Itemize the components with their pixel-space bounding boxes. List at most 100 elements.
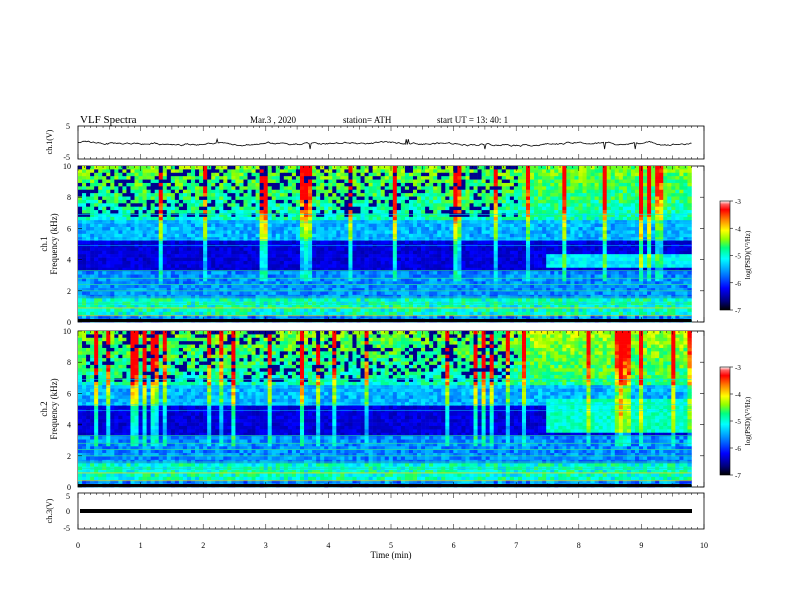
spectrogram-cell <box>138 240 143 245</box>
spectrogram-cell <box>429 233 434 238</box>
spectrogram-cell <box>316 179 321 184</box>
spectrogram-cell <box>291 271 297 275</box>
spectrogram-cell <box>150 254 155 258</box>
spectrogram-cell <box>340 179 345 184</box>
spectrogram-cell <box>223 250 228 255</box>
spectrogram-cell <box>182 223 188 228</box>
spectrogram-cell <box>207 176 212 180</box>
spectrogram-cell <box>247 169 252 174</box>
spectrogram-cell <box>473 264 478 269</box>
spectrogram-cell <box>505 172 511 177</box>
spectrogram-cell <box>417 254 422 258</box>
spectrogram-cell <box>275 227 281 231</box>
spectrogram-cell <box>663 206 668 211</box>
spectrogram-cell <box>114 210 119 214</box>
spectrogram-cell <box>578 189 583 194</box>
spectrogram-cell <box>162 233 168 238</box>
station-label: station= ATH <box>343 115 392 125</box>
spectrogram-cell <box>174 179 180 184</box>
spectrogram-cell <box>219 230 224 235</box>
spectrogram-cell <box>429 216 434 221</box>
spectrogram-cell <box>380 210 386 214</box>
spectrogram-cell <box>356 267 361 272</box>
spectrogram-cell <box>445 203 450 207</box>
spectrogram-cell <box>267 206 273 211</box>
spectrogram-cell <box>199 203 204 207</box>
spectrogram-cell <box>102 189 107 194</box>
spectrogram-cell <box>279 216 285 221</box>
spectrogram-cell <box>320 250 325 255</box>
spectrogram-cell <box>578 169 583 174</box>
spectrogram-cell <box>598 230 603 235</box>
spectrogram-cell <box>513 260 519 265</box>
spectrogram-cell <box>259 227 264 231</box>
spectrogram-cell <box>566 267 571 272</box>
spectrogram-cell <box>437 257 442 262</box>
spectrogram-cell <box>279 182 285 187</box>
spectrogram-cell <box>643 230 648 235</box>
spectrogram-cell <box>497 227 503 231</box>
spectrogram-cell <box>243 260 248 265</box>
spectrogram-cell <box>441 203 446 207</box>
spectrogram-cell <box>404 179 410 184</box>
spectrogram-cell <box>683 230 688 235</box>
spectrogram-cell <box>259 260 264 265</box>
spectrogram-cell <box>251 216 256 221</box>
spectrogram-cell <box>469 196 474 201</box>
spectrogram-cell <box>239 182 244 187</box>
spectrogram-cell <box>110 213 115 218</box>
spectrogram-cell <box>287 254 293 258</box>
spectrogram-cell <box>90 233 95 238</box>
spectrogram-cell <box>138 172 143 177</box>
spectrogram-cell <box>671 230 676 235</box>
spectrogram-cell <box>348 230 353 235</box>
spectrogram-cell <box>126 260 131 265</box>
spectrogram-cell <box>626 250 632 255</box>
spectrogram-cell <box>570 267 575 272</box>
spectrogram-cell <box>191 250 196 255</box>
spectrogram-cell <box>134 247 139 252</box>
spectrogram-cell <box>178 196 184 201</box>
spectrogram-cell <box>368 216 373 221</box>
spectrogram-cell <box>98 176 103 180</box>
spectrogram-cell <box>582 186 587 191</box>
spectrogram-cell <box>348 264 353 269</box>
spectrogram-cell <box>651 166 656 170</box>
spectrogram-cell <box>207 193 212 197</box>
spectrogram-cell <box>461 250 466 255</box>
spectrogram-cell <box>404 196 410 201</box>
spectrogram-cell <box>247 189 252 194</box>
spectrogram-cell <box>380 267 386 272</box>
spectrogram-cell <box>227 193 232 197</box>
spectrogram-cell <box>178 250 184 255</box>
spectrogram-cell <box>340 247 345 252</box>
spectrogram-cell <box>287 213 293 218</box>
spectrogram-cell <box>231 206 236 211</box>
spectrogram-cell <box>497 199 503 204</box>
spectrogram-cell <box>425 179 430 184</box>
spectrogram-cell <box>94 260 99 265</box>
spectrogram-cell <box>485 254 490 258</box>
spectrogram-cell <box>158 179 164 184</box>
spectrogram-cell <box>400 189 406 194</box>
spectrogram-cell <box>251 186 256 191</box>
spectrogram-cell <box>639 247 644 252</box>
spectrogram-cell <box>388 216 394 221</box>
spectrogram-cell <box>542 182 547 187</box>
spectrogram-cell <box>267 216 273 221</box>
spectrogram-cell <box>602 230 608 235</box>
spectrogram-cell <box>332 230 337 235</box>
spectrogram-cell <box>178 182 184 187</box>
spectrogram-cell <box>316 257 321 262</box>
spectrogram-cell <box>134 230 139 235</box>
spectrogram-cell <box>215 271 220 275</box>
spectrogram-cell <box>98 196 103 201</box>
spectrogram-cell <box>106 240 111 245</box>
spectrogram-cell <box>102 169 107 174</box>
spectrogram-cell <box>299 264 305 269</box>
spectrogram-cell <box>473 254 478 258</box>
spectrogram-cell <box>255 206 260 211</box>
spectrogram-cell <box>558 223 563 228</box>
spectrogram-cell <box>356 206 361 211</box>
spectrogram-cell <box>312 210 317 214</box>
